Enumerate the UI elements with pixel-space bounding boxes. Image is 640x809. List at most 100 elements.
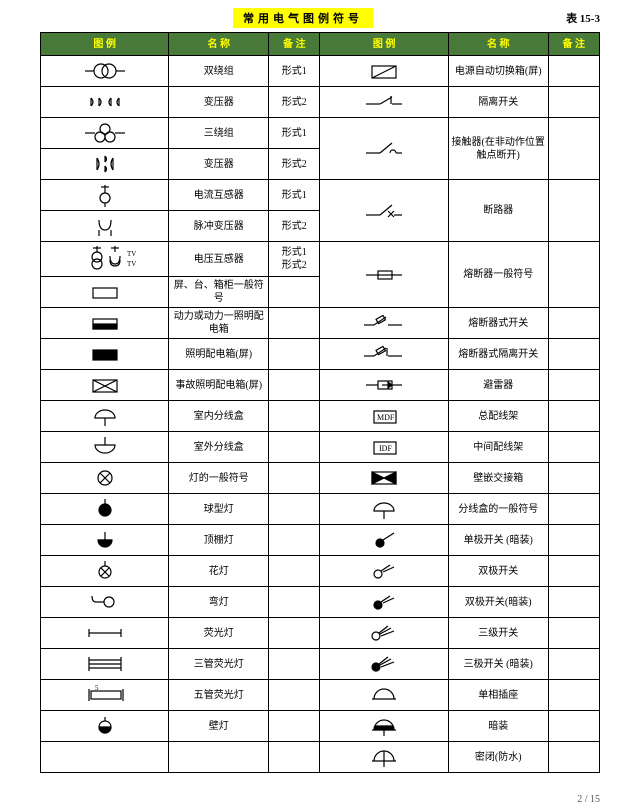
symbol-cell	[320, 525, 448, 556]
note-cell	[269, 556, 320, 587]
note-cell	[269, 680, 320, 711]
name-cell: 暗装	[448, 711, 548, 742]
note-cell	[269, 370, 320, 401]
note-cell	[548, 56, 599, 87]
note-cell: 形式2	[269, 87, 320, 118]
symbol-cell	[320, 370, 448, 401]
symbol-cell	[41, 87, 169, 118]
symbol-cell	[320, 742, 448, 773]
note-cell	[548, 618, 599, 649]
symbol-cell	[320, 587, 448, 618]
note-cell	[548, 649, 599, 680]
note-cell	[269, 494, 320, 525]
name-cell: 单极开关 (暗装)	[448, 525, 548, 556]
note-cell	[548, 118, 599, 180]
name-cell: 电流互感器	[169, 180, 269, 211]
note-cell	[548, 180, 599, 242]
name-cell: 变压器	[169, 149, 269, 180]
note-cell	[548, 680, 599, 711]
th-note-l: 备 注	[269, 33, 320, 56]
note-cell	[269, 463, 320, 494]
symbol-cell	[41, 587, 169, 618]
note-cell	[269, 339, 320, 370]
name-cell: 接触器(在非动作位置触点断开)	[448, 118, 548, 180]
th-symbol-r: 图 例	[320, 33, 448, 56]
note-cell	[548, 525, 599, 556]
svg-text:5: 5	[95, 684, 99, 692]
name-cell: 动力或动力一照明配电箱	[169, 308, 269, 339]
th-name-r: 名 称	[448, 33, 548, 56]
note-cell	[548, 587, 599, 618]
name-cell: 三管荧光灯	[169, 649, 269, 680]
note-cell	[269, 618, 320, 649]
th-symbol-l: 图 例	[41, 33, 169, 56]
symbol-cell	[320, 56, 448, 87]
symbol-cell	[320, 118, 448, 180]
name-cell: 电压互感器	[169, 242, 269, 277]
note-cell	[269, 308, 320, 339]
note-cell	[269, 277, 320, 308]
symbol-cell	[41, 401, 169, 432]
symbol-cell	[41, 180, 169, 211]
name-cell: 弯灯	[169, 587, 269, 618]
page: 常用电气图例符号 表 15-3 图 例 名 称 备 注 图 例 名 称 备 注 …	[0, 0, 640, 809]
name-cell: 中间配线架	[448, 432, 548, 463]
name-cell: 断路器	[448, 180, 548, 242]
symbol-cell	[320, 87, 448, 118]
name-cell: 事故照明配电箱(屏)	[169, 370, 269, 401]
name-cell: 单相插座	[448, 680, 548, 711]
name-cell: 避雷器	[448, 370, 548, 401]
symbol-cell: TVTV	[41, 242, 169, 277]
page-title: 常用电气图例符号	[233, 8, 373, 28]
symbol-cell	[320, 463, 448, 494]
name-cell: 双极开关	[448, 556, 548, 587]
symbol-cell	[320, 556, 448, 587]
symbol-cell	[320, 680, 448, 711]
svg-text:MDF: MDF	[377, 413, 395, 422]
symbol-cell	[41, 149, 169, 180]
symbol-cell	[41, 308, 169, 339]
symbol-cell	[41, 432, 169, 463]
name-cell: 变压器	[169, 87, 269, 118]
name-cell: 球型灯	[169, 494, 269, 525]
th-note-r: 备 注	[548, 33, 599, 56]
symbol-cell	[41, 649, 169, 680]
note-cell: 形式2	[269, 149, 320, 180]
note-cell	[548, 432, 599, 463]
note-cell	[269, 587, 320, 618]
name-cell: 密闭(防水)	[448, 742, 548, 773]
note-cell	[269, 649, 320, 680]
svg-text:TV: TV	[127, 260, 136, 268]
note-cell	[548, 339, 599, 370]
name-cell: 壁灯	[169, 711, 269, 742]
pager: 2 / 15	[577, 794, 600, 805]
name-cell: 脉冲变压器	[169, 211, 269, 242]
symbol-cell	[320, 339, 448, 370]
note-cell	[548, 742, 599, 773]
name-cell: 三绕组	[169, 118, 269, 149]
symbol-cell	[41, 556, 169, 587]
name-cell: 壁嵌交接箱	[448, 463, 548, 494]
symbol-cell	[320, 711, 448, 742]
symbol-cell	[320, 242, 448, 308]
note-cell	[548, 401, 599, 432]
symbol-cell	[41, 618, 169, 649]
note-cell	[269, 432, 320, 463]
table-number: 表 15-3	[566, 10, 600, 26]
pager-total: 15	[590, 794, 600, 805]
name-cell: 三级开关	[448, 618, 548, 649]
name-cell: 荧光灯	[169, 618, 269, 649]
name-cell: 顶棚灯	[169, 525, 269, 556]
symbol-cell	[320, 494, 448, 525]
note-cell: 形式1	[269, 56, 320, 87]
symbol-cell	[41, 339, 169, 370]
name-cell: 室内分线盒	[169, 401, 269, 432]
svg-text:IDF: IDF	[379, 444, 392, 453]
name-cell: 熔断器式隔离开关	[448, 339, 548, 370]
name-cell: 五管荧光灯	[169, 680, 269, 711]
symbol-cell	[41, 711, 169, 742]
symbol-cell	[320, 308, 448, 339]
note-cell: 形式2	[269, 211, 320, 242]
note-cell	[548, 711, 599, 742]
symbol-cell	[41, 370, 169, 401]
